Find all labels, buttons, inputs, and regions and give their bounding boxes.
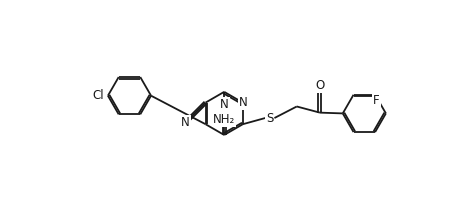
Text: N: N <box>181 116 190 129</box>
Text: S: S <box>266 112 273 125</box>
Text: N: N <box>220 98 228 112</box>
Text: Cl: Cl <box>93 89 104 102</box>
Text: N: N <box>238 96 247 109</box>
Text: O: O <box>315 79 324 92</box>
Text: NH₂: NH₂ <box>213 113 236 126</box>
Text: F: F <box>373 94 380 107</box>
